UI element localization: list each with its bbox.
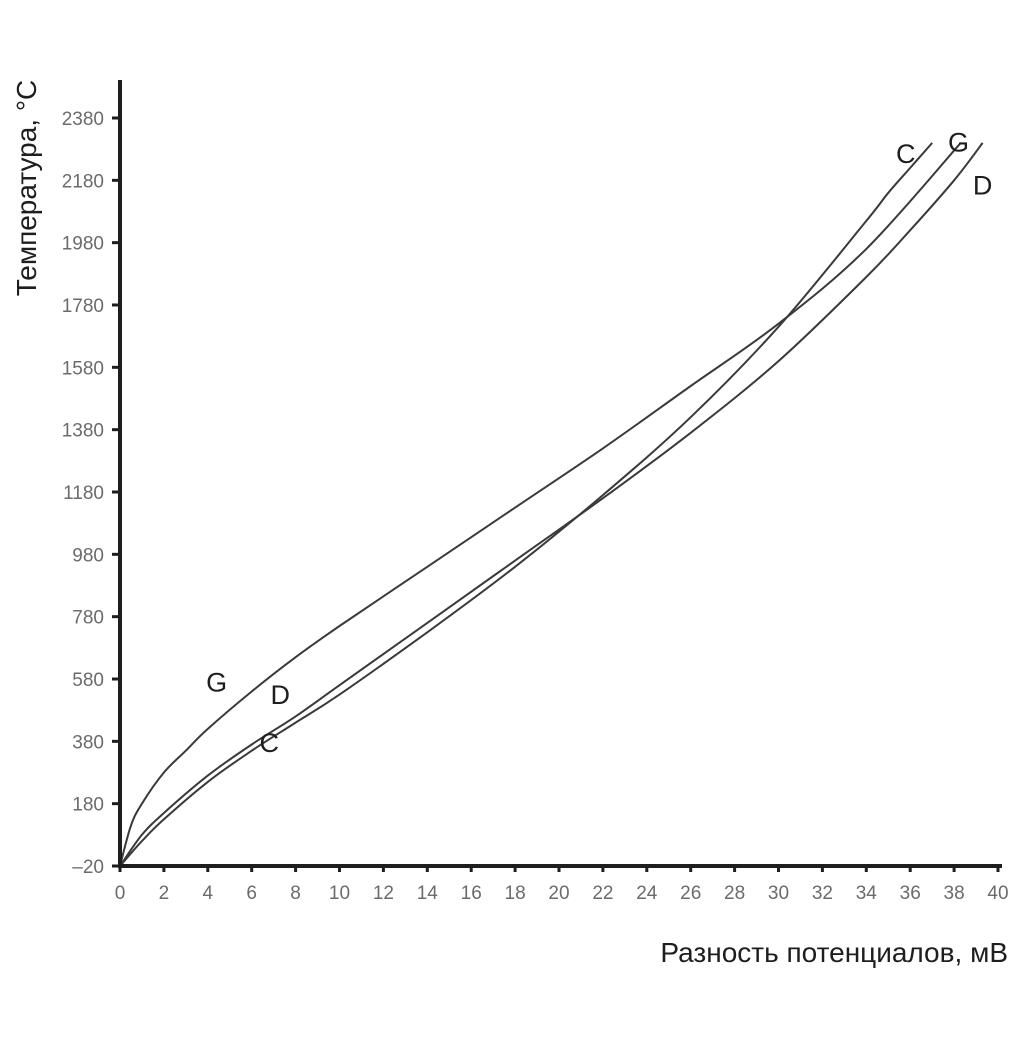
x-tick-label: 26 [680,883,701,904]
x-tick-label: 34 [856,883,878,904]
y-tick-label: 1180 [63,483,104,504]
y-tick-label: 1580 [62,358,104,379]
x-tick-label: 14 [417,883,439,904]
x-axis-title: Разность потенциалов, мВ [660,937,1008,968]
annotations-layer: G DCC GD [206,128,992,759]
series-line-g [119,142,962,867]
y-tick-label: 780 [72,608,104,629]
y-tick-label: 380 [72,732,104,753]
curve-label-c: C [260,728,280,758]
x-tick-label: 20 [548,883,569,904]
curve-label-d: D [973,170,993,200]
x-tick-label: 4 [203,883,214,904]
x-tick-label: 18 [505,883,526,904]
y-tick-label: –20 [72,857,104,878]
x-tick-label: 32 [812,883,833,904]
y-tick-label: 1380 [62,421,104,442]
axes-layer [118,80,1002,868]
y-tick-label: 1980 [62,234,104,255]
x-tick-label: 0 [115,883,126,904]
series-line-d [119,142,984,867]
y-tick-label: 980 [72,545,104,566]
x-tick-label: 24 [636,883,658,904]
y-tick-label: 2180 [62,171,104,192]
x-tick-label: 2 [159,883,170,904]
y-tick-label: 580 [72,670,104,691]
x-tick-label: 6 [246,883,257,904]
curve-label-g: G [206,667,227,697]
curve-label-g: G [948,128,969,158]
x-tick-label: 10 [329,883,350,904]
ticks-layer: 0 2 4 6 8 10 12 14 16 18 20 22 24 26 28 30 32 34 36 38 40–20… [62,109,1009,904]
y-axis-title: Температура, °C [11,80,42,297]
y-tick-label: 1780 [62,296,104,317]
x-tick-label: 22 [592,883,613,904]
curve-label-c: C [896,139,916,169]
x-tick-label: 12 [373,883,394,904]
x-tick-label: 38 [944,883,965,904]
y-tick-label: 2380 [62,109,104,130]
curves-layer [119,142,984,867]
curve-label-d: D [270,680,290,710]
x-tick-label: 40 [987,883,1008,904]
x-tick-label: 28 [724,883,745,904]
x-tick-label: 30 [768,883,789,904]
y-tick-label: 180 [72,795,104,816]
x-tick-label: 36 [900,883,921,904]
series-line-c [119,142,933,867]
x-tick-label: 16 [461,883,482,904]
x-tick-label: 8 [290,883,301,904]
